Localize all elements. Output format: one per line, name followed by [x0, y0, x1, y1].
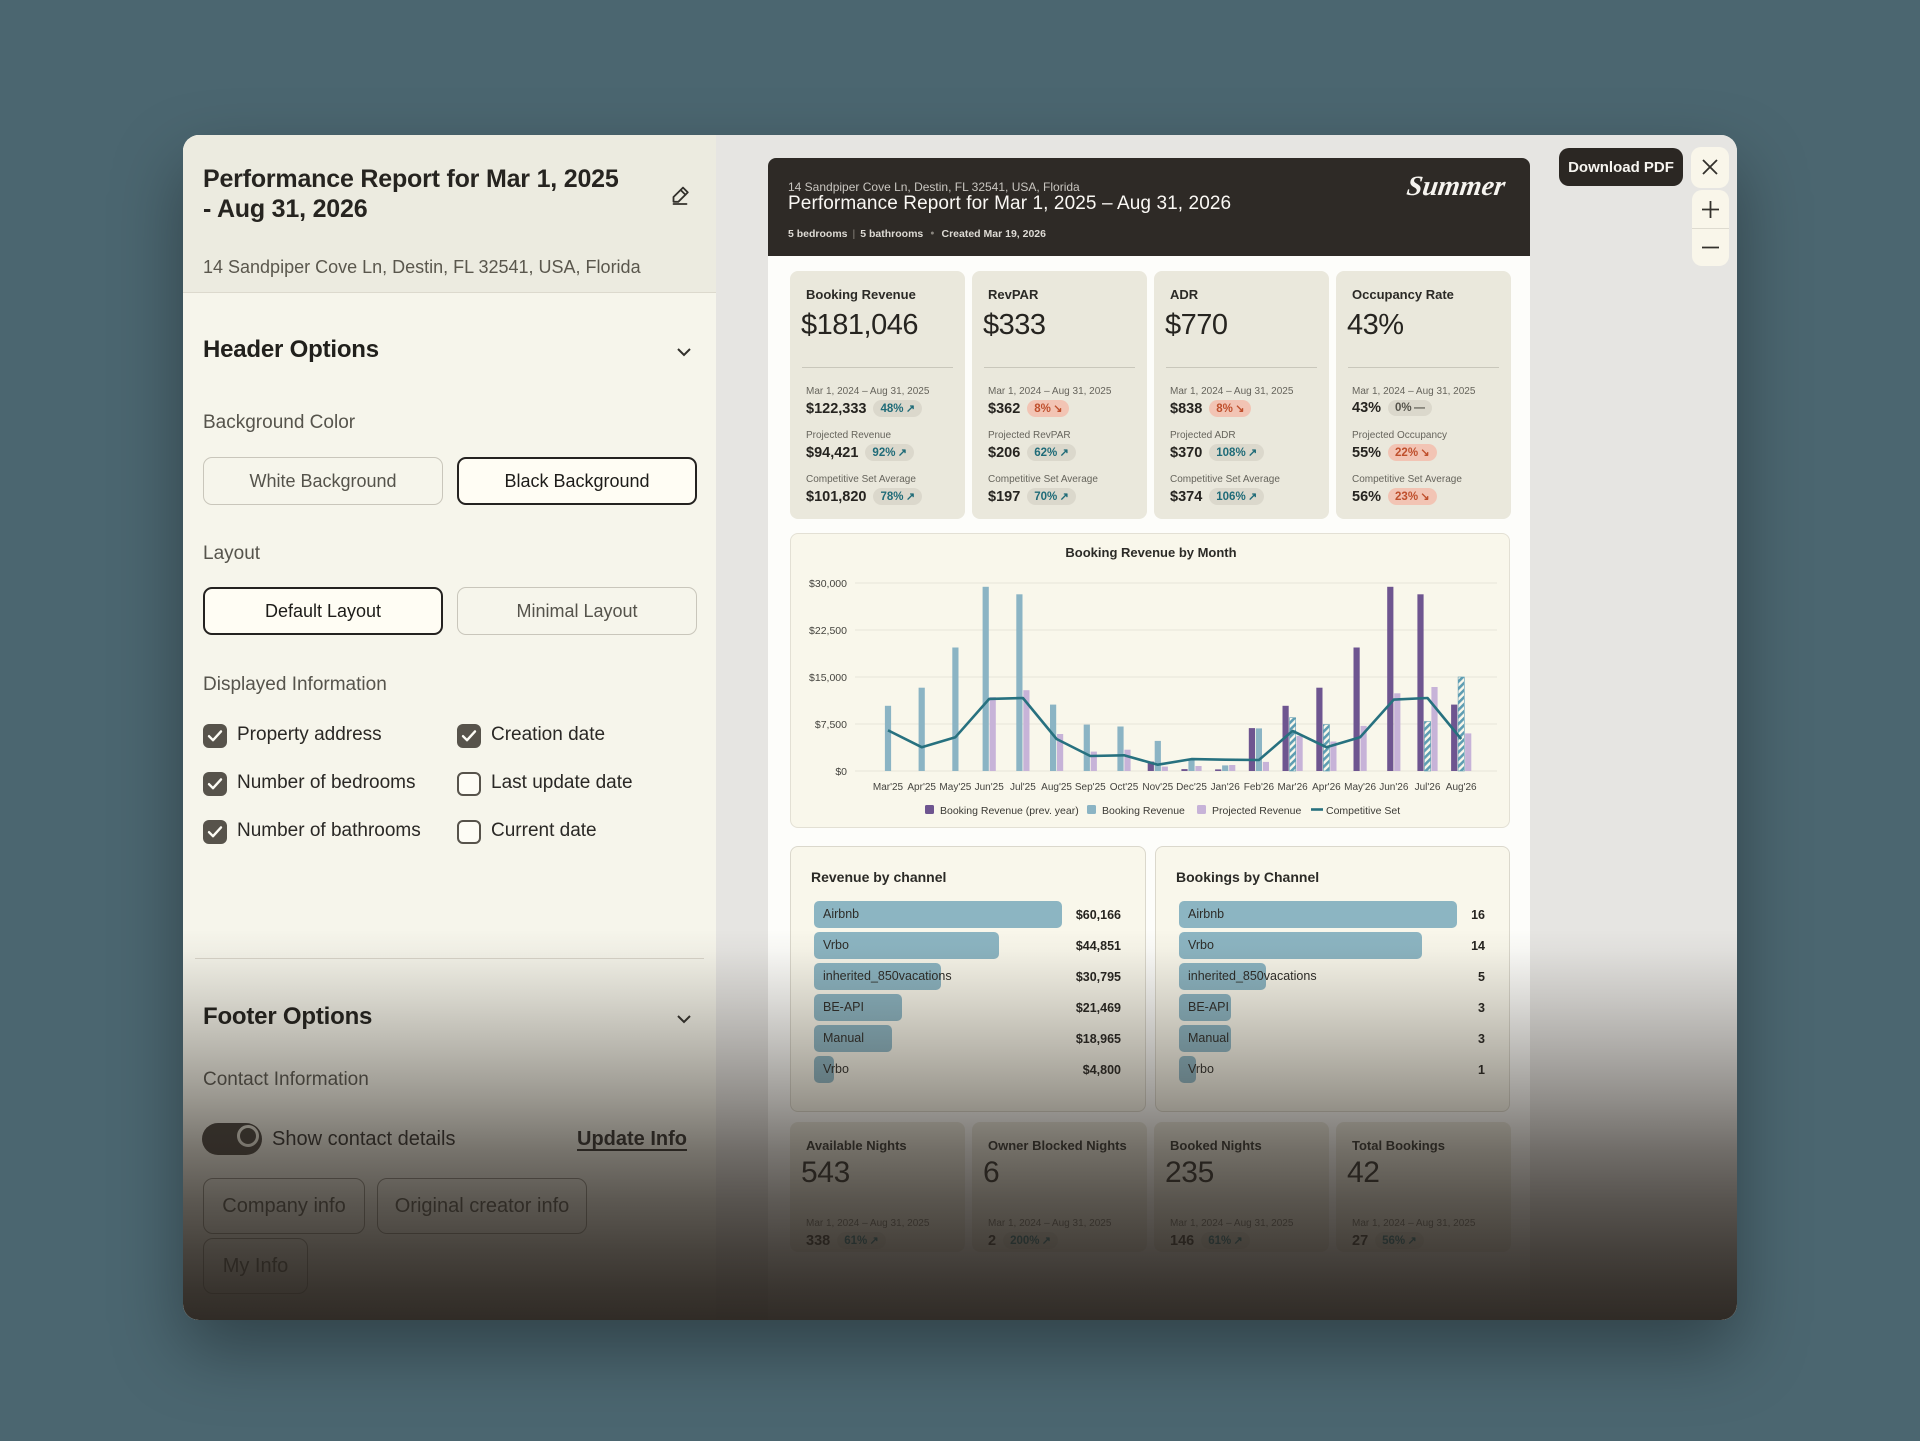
svg-text:May'26: May'26 — [1344, 782, 1376, 793]
svg-text:Booking Revenue by Month: Booking Revenue by Month — [1065, 545, 1236, 560]
svg-text:$0: $0 — [835, 766, 847, 778]
svg-text:Apr'25: Apr'25 — [907, 782, 936, 793]
svg-text:Aug'26: Aug'26 — [1446, 782, 1477, 793]
svg-text:Apr'26: Apr'26 — [1312, 782, 1341, 793]
svg-text:Aug'25: Aug'25 — [1041, 782, 1072, 793]
svg-text:Jun'25: Jun'25 — [975, 782, 1005, 793]
svg-text:Feb'26: Feb'26 — [1244, 782, 1275, 793]
svg-text:Jul'25: Jul'25 — [1010, 782, 1036, 793]
svg-text:Booking Revenue (prev. year): Booking Revenue (prev. year) — [940, 805, 1079, 817]
svg-text:Nov'25: Nov'25 — [1142, 782, 1173, 793]
svg-text:Projected Revenue: Projected Revenue — [1212, 805, 1301, 817]
svg-text:Sep'25: Sep'25 — [1075, 782, 1106, 793]
svg-text:Dec'25: Dec'25 — [1176, 782, 1207, 793]
svg-text:Jan'26: Jan'26 — [1211, 782, 1241, 793]
svg-text:May'25: May'25 — [939, 782, 971, 793]
svg-text:Mar'25: Mar'25 — [873, 782, 904, 793]
svg-text:$22,500: $22,500 — [809, 625, 847, 637]
svg-text:$15,000: $15,000 — [809, 672, 847, 684]
svg-text:Jul'26: Jul'26 — [1415, 782, 1441, 793]
svg-text:$30,000: $30,000 — [809, 578, 847, 590]
svg-text:Booking Revenue: Booking Revenue — [1102, 805, 1185, 817]
svg-text:Jun'26: Jun'26 — [1379, 782, 1409, 793]
svg-text:Oct'25: Oct'25 — [1110, 782, 1139, 793]
svg-text:Competitive Set: Competitive Set — [1326, 805, 1400, 817]
svg-text:Mar'26: Mar'26 — [1277, 782, 1308, 793]
svg-text:$7,500: $7,500 — [815, 719, 847, 731]
